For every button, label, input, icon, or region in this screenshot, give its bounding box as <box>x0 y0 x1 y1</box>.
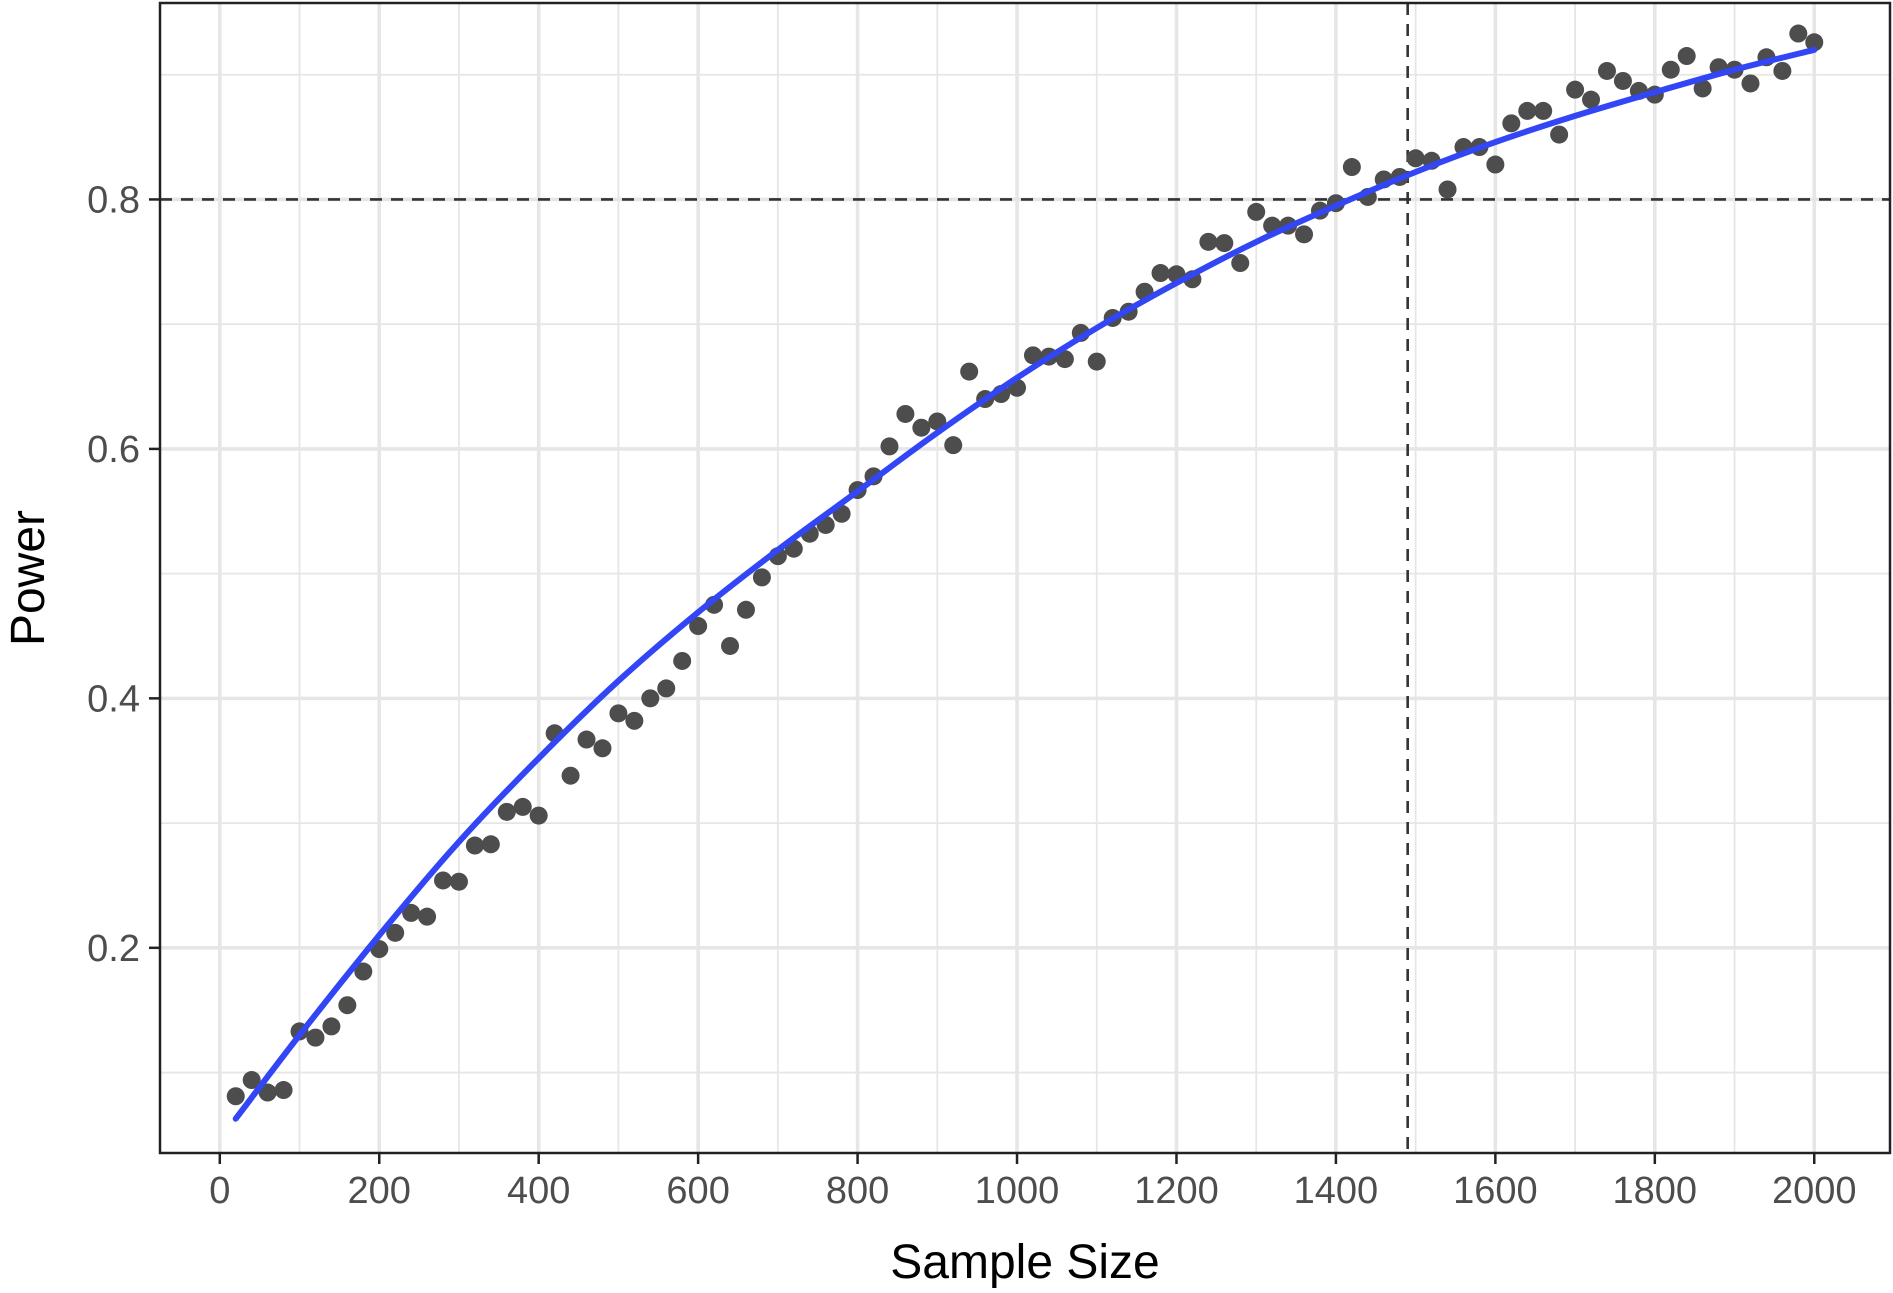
data-point <box>1199 232 1218 251</box>
data-point <box>1773 61 1792 80</box>
reference-lines <box>160 3 1890 1153</box>
data-point <box>689 617 708 636</box>
data-point <box>274 1081 293 1100</box>
data-point <box>1566 80 1585 99</box>
data-point <box>1741 74 1760 93</box>
data-point <box>673 651 692 670</box>
x-tick-label: 1400 <box>1294 1170 1379 1212</box>
data-point <box>1151 264 1170 283</box>
x-axis: 0 200 400 600 800 1000 1200 1400 1600 1800 2000 <box>209 1153 1857 1212</box>
data-point <box>609 704 628 723</box>
x-tick-label: 1800 <box>1613 1170 1698 1212</box>
data-point <box>258 1083 277 1102</box>
data-point <box>721 636 740 655</box>
data-point <box>529 806 548 825</box>
data-point <box>1486 155 1505 174</box>
x-tick-label: 0 <box>209 1170 230 1212</box>
data-point <box>593 739 612 758</box>
data-point <box>736 600 755 619</box>
data-point <box>306 1028 325 1047</box>
data-point <box>577 730 596 749</box>
data-point <box>1231 254 1250 273</box>
x-tick-label: 600 <box>666 1170 729 1212</box>
data-point <box>960 362 979 381</box>
data-point <box>1438 180 1457 199</box>
data-point <box>1693 79 1712 98</box>
data-point <box>1534 101 1553 120</box>
y-axis: 0.2 0.4 0.6 0.8 <box>87 179 160 970</box>
y-axis-title: Power <box>2 510 55 646</box>
data-point <box>418 907 437 926</box>
data-point <box>1023 346 1042 365</box>
data-point <box>242 1071 261 1090</box>
data-point <box>912 418 931 437</box>
x-axis-title: Sample Size <box>890 1236 1159 1289</box>
data-point <box>338 996 357 1015</box>
data-point <box>1518 101 1537 120</box>
data-point <box>1087 352 1106 371</box>
data-point <box>561 766 580 785</box>
data-point <box>1789 24 1808 43</box>
x-tick-label: 1600 <box>1453 1170 1538 1212</box>
x-tick-label: 200 <box>348 1170 411 1212</box>
x-tick-label: 800 <box>826 1170 889 1212</box>
x-tick-label: 1200 <box>1134 1170 1219 1212</box>
data-point <box>1582 90 1601 109</box>
fitted-curve <box>232 46 1818 1122</box>
data-point <box>1295 225 1314 244</box>
data-point <box>1550 125 1569 144</box>
data-point <box>481 835 500 854</box>
x-tick-label: 2000 <box>1772 1170 1857 1212</box>
data-point <box>322 1017 341 1036</box>
data-point <box>402 903 421 922</box>
data-point <box>752 568 771 587</box>
data-point <box>1055 350 1074 369</box>
fit-line <box>232 46 1818 1122</box>
data-point <box>513 797 532 816</box>
data-point <box>354 962 373 981</box>
data-point <box>1247 202 1266 221</box>
data-point <box>434 871 453 890</box>
data-point <box>1677 47 1696 66</box>
data-point <box>1406 149 1425 168</box>
panel-border <box>158 1 1892 1155</box>
data-point <box>1613 71 1632 90</box>
y-tick-label: 0.8 <box>87 179 140 221</box>
data-point <box>386 923 405 942</box>
data-point <box>1597 61 1616 80</box>
data-point <box>625 711 644 730</box>
data-point <box>1661 60 1680 79</box>
data-point <box>1805 33 1824 52</box>
data-point <box>880 437 899 456</box>
data-point <box>226 1087 245 1106</box>
data-point <box>641 689 660 708</box>
data-point <box>449 872 468 891</box>
minor-gridlines <box>160 3 1890 1153</box>
data-point <box>1215 234 1234 253</box>
data-point <box>1342 158 1361 177</box>
y-tick-label: 0.4 <box>87 678 140 720</box>
data-point <box>497 802 516 821</box>
y-tick-label: 0.6 <box>87 429 140 471</box>
data-point <box>465 836 484 855</box>
y-tick-label: 0.2 <box>87 928 140 970</box>
x-tick-label: 400 <box>507 1170 570 1212</box>
data-point <box>657 679 676 698</box>
data-point <box>896 404 915 423</box>
data-point <box>1502 114 1521 133</box>
x-tick-label: 1000 <box>975 1170 1060 1212</box>
data-point <box>944 436 963 455</box>
